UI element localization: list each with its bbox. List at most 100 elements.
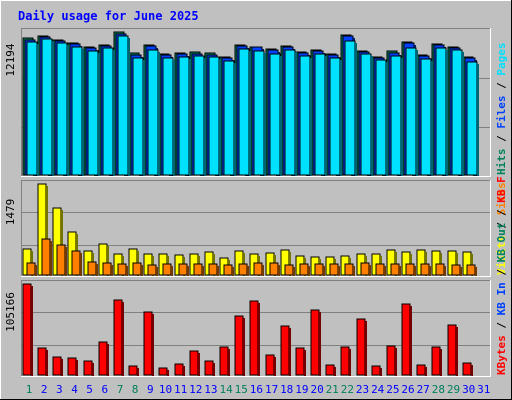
- panel-visits: 1479 Visits / Sites: [4, 180, 508, 277]
- day-label-12: 12: [189, 383, 202, 396]
- bar-visits-sites-day-5: [87, 261, 97, 276]
- legend-entry-pages: Pages: [495, 43, 508, 76]
- bar-shadow-hits-day-30: [477, 64, 479, 176]
- day-label-18: 18: [280, 383, 293, 396]
- bar-shadow-hits-day-22: [355, 43, 357, 176]
- bar-visits-sites-day-25: [390, 263, 400, 276]
- bar-kbytes-kbytes-day-29: [447, 324, 457, 376]
- legend-entry-sites: Sites: [495, 182, 508, 215]
- bar-hits-pages-day-26: [405, 47, 417, 176]
- chart-panels: 12194 Hits / Files / Pages 1479 Visits / Si…: [4, 28, 508, 377]
- bar-shadow-kbytes-day-12: [198, 353, 200, 376]
- bar-shadow-visits-day-10: [171, 266, 173, 276]
- legend-separator: /: [495, 203, 508, 223]
- bar-shadow-visits-day-2: [50, 241, 52, 276]
- bar-visits-sites-day-4: [71, 250, 81, 276]
- bar-shadow-kbytes-day-3: [61, 359, 63, 376]
- day-label-21: 21: [326, 383, 339, 396]
- bar-shadow-hits-day-23: [371, 56, 373, 176]
- bar-shadow-kbytes-day-14: [228, 349, 230, 376]
- bar-shadow-kbytes-day-6: [107, 344, 109, 376]
- bar-shadow-hits-day-18: [295, 52, 297, 176]
- bar-shadow-kbytes-day-16: [258, 303, 260, 376]
- bar-shadow-hits-day-2: [52, 41, 54, 176]
- bar-shadow-visits-day-6: [107, 246, 109, 276]
- bar-shadow-visits-day-26: [414, 266, 416, 276]
- bar-shadow-hits-day-4: [82, 49, 84, 176]
- bar-visits-sites-day-22: [344, 263, 354, 276]
- bar-shadow-kbytes-day-24: [380, 368, 382, 376]
- bar-visits-sites-day-24: [375, 263, 385, 276]
- bar-shadow-kbytes-day-4: [76, 360, 78, 376]
- bar-kbytes-kbytes-day-23: [356, 318, 366, 376]
- day-label-11: 11: [174, 383, 187, 396]
- bar-shadow-kbytes-day-17: [274, 357, 276, 376]
- bar-shadow-kbytes-day-28: [440, 349, 442, 376]
- ymax-label-hits: 12194: [4, 43, 17, 76]
- day-label-23: 23: [356, 383, 369, 396]
- legend-separator: /: [495, 129, 508, 149]
- bar-shadow-visits-day-20: [323, 266, 325, 276]
- bar-visits-sites-day-6: [102, 262, 112, 276]
- bar-shadow-hits-day-17: [280, 56, 282, 176]
- legend-separator: /: [495, 76, 508, 96]
- day-label-6: 6: [101, 383, 108, 396]
- bar-visits-sites-day-12: [193, 263, 203, 276]
- day-label-19: 19: [295, 383, 308, 396]
- series-kbytes: [22, 283, 473, 376]
- bar-shadow-kbytes-day-9: [152, 314, 154, 376]
- bar-hits-pages-day-4: [71, 46, 83, 176]
- bar-shadow-hits-day-8: [143, 60, 145, 176]
- bar-shadow-kbytes-day-21: [334, 367, 336, 376]
- bar-shadow-visits-day-17: [278, 265, 280, 276]
- bar-hits-pages-day-20: [314, 53, 326, 176]
- bar-shadow-kbytes-day-18: [289, 328, 291, 376]
- bar-shadow-visits-day-11: [187, 266, 189, 276]
- bar-kbytes-kbytes-day-30: [462, 362, 472, 376]
- legend-entry-kb-in: KB In: [495, 282, 508, 315]
- day-label-9: 9: [147, 383, 154, 396]
- bar-visits-sites-day-19: [299, 263, 309, 276]
- bar-hits-pages-day-9: [147, 49, 159, 176]
- bar-hits-pages-day-17: [269, 53, 281, 176]
- bar-shadow-hits-day-25: [401, 58, 403, 176]
- bar-shadow-visits-day-5: [96, 264, 98, 276]
- day-label-28: 28: [432, 383, 445, 396]
- bar-shadow-visits-day-4: [80, 253, 82, 276]
- bar-shadow-visits-day-15: [247, 266, 249, 276]
- bar-hits-pages-day-27: [420, 58, 432, 176]
- panel-hits: 12194 Hits / Files / Pages: [4, 28, 508, 177]
- day-label-16: 16: [250, 383, 263, 396]
- bar-shadow-kbytes-day-2: [46, 350, 48, 376]
- bar-shadow-hits-day-5: [98, 53, 100, 176]
- bar-hits-pages-day-5: [87, 50, 99, 176]
- bar-shadow-hits-day-3: [67, 45, 69, 176]
- bar-kbytes-kbytes-day-19: [295, 347, 305, 376]
- day-label-31: 31: [477, 383, 490, 396]
- bar-shadow-hits-day-28: [446, 50, 448, 176]
- bar-visits-sites-day-26: [405, 263, 415, 276]
- bar-shadow-kbytes-day-5: [92, 363, 94, 376]
- bar-shadow-visits-day-2: [46, 186, 48, 276]
- bar-kbytes-kbytes-day-26: [401, 303, 411, 376]
- bar-visits-sites-day-13: [208, 263, 218, 276]
- day-label-20: 20: [310, 383, 323, 396]
- legend-entry-visits: Visits: [495, 235, 508, 275]
- day-label-1: 1: [26, 383, 33, 396]
- bar-shadow-hits-day-9: [158, 52, 160, 176]
- series-sites: [26, 238, 477, 276]
- bar-kbytes-kbytes-day-25: [386, 345, 396, 376]
- legend-entry-kbytes: KBytes: [495, 335, 508, 375]
- bar-kbytes-kbytes-day-24: [371, 365, 381, 376]
- bar-kbytes-kbytes-day-6: [98, 341, 108, 376]
- bar-kbytes-kbytes-day-28: [431, 346, 441, 376]
- bar-hits-pages-day-12: [193, 55, 205, 176]
- bar-shadow-kbytes-day-30: [471, 365, 473, 376]
- bar-shadow-hits-day-15: [249, 51, 251, 176]
- bar-shadow-kbytes-day-11: [183, 366, 185, 376]
- bar-shadow-hits-day-13: [219, 59, 221, 176]
- bar-shadow-visits-day-9: [156, 267, 158, 276]
- bar-shadow-visits-day-19: [308, 266, 310, 276]
- day-label-8: 8: [132, 383, 139, 396]
- bar-kbytes-kbytes-day-17: [265, 354, 275, 376]
